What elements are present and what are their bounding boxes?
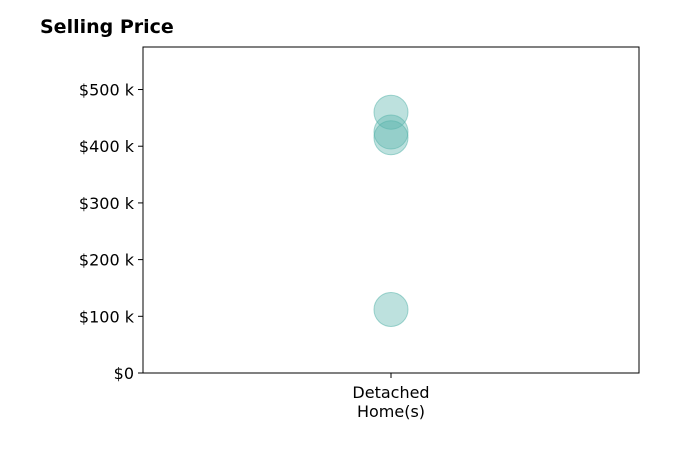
data-point (373, 94, 409, 130)
y-tick-label: $400 k (79, 137, 135, 156)
data-point (373, 114, 409, 150)
chart-title: Selling Price (40, 16, 174, 38)
data-point (373, 120, 409, 156)
data-points (373, 94, 409, 328)
y-tick-label: $100 k (79, 307, 135, 326)
data-point (373, 292, 409, 328)
y-tick-label: $0 (114, 364, 134, 383)
y-tick-label: $500 k (79, 81, 135, 100)
y-tick-label: $200 k (79, 251, 135, 270)
x-axis: Detached Home(s) (352, 373, 430, 421)
y-tick-label: $300 k (79, 194, 135, 213)
x-tick-label: Detached Home(s) (352, 383, 429, 421)
y-axis: $0 $100 k $200 k $300 k $400 k $500 k (79, 81, 143, 383)
